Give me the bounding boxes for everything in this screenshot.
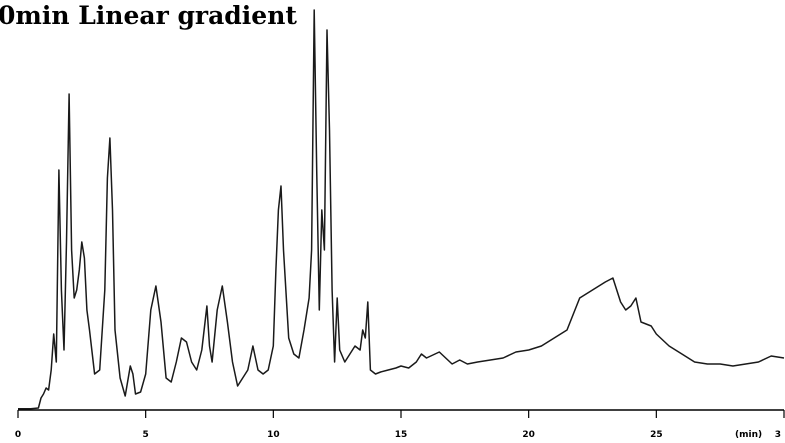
x-tick-label: 20 — [522, 430, 535, 440]
x-tick-label: 10 — [267, 430, 280, 440]
x-tick-label: 3 — [775, 430, 781, 440]
x-tick-label: 0 — [15, 430, 21, 440]
chart-title: 0min Linear gradient — [0, 1, 297, 30]
x-axis-ticks: 0 5 10 15 20 25 3 — [15, 410, 785, 440]
chromatogram-trace — [18, 9, 785, 410]
x-tick-label: 5 — [143, 430, 149, 440]
x-axis-unit-label: (min) — [735, 430, 762, 440]
x-tick-label: 15 — [395, 430, 408, 440]
x-tick-label: 25 — [650, 430, 663, 440]
